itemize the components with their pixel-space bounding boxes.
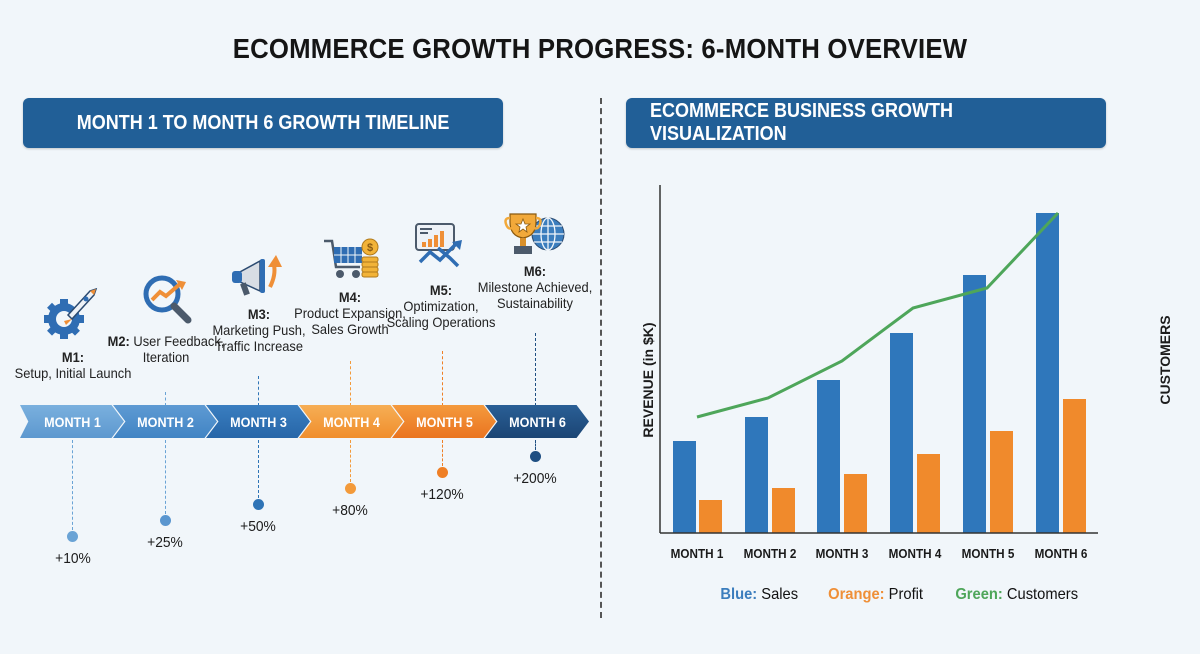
connector-lower-m3	[258, 440, 259, 498]
chevron-month-1: MONTH 1	[20, 405, 124, 438]
bar-sales-month-2	[745, 417, 768, 533]
bar-profit-month-1	[699, 500, 722, 533]
x-tick-month-3: MONTH 3	[815, 546, 869, 561]
bar-profit-month-4	[917, 454, 940, 533]
legend-profit: Orange: Profit	[828, 586, 923, 603]
milestone-label-m3: M3: Marketing Push, Traffic Increase	[212, 306, 306, 354]
growth-value-m2: +25%	[147, 534, 183, 551]
trophy-globe-icon	[504, 213, 565, 254]
growth-value-m1: +10%	[55, 550, 91, 567]
chevron-month-5: MONTH 5	[392, 405, 496, 438]
connector-lower-m4	[350, 440, 351, 482]
connector-upper-m2	[165, 392, 166, 406]
bar-profit-month-2	[772, 488, 795, 533]
x-tick-month-1: MONTH 1	[670, 546, 724, 561]
megaphone-arrow-icon	[232, 255, 282, 296]
cart-coins-icon: $	[324, 238, 379, 278]
milestone-label-m1: M1: Setup, Initial Launch	[14, 349, 132, 381]
growth-dot-m5	[437, 467, 448, 478]
growth-value-m6: +200%	[513, 470, 557, 487]
bar-sales-month-3	[817, 380, 840, 533]
connector-lower-m6	[535, 440, 536, 450]
timeline-header: MONTH 1 TO MONTH 6 GROWTH TIMELINE	[23, 98, 503, 148]
bar-sales-month-5	[963, 275, 986, 533]
panel-divider	[600, 98, 602, 618]
growth-dot-m1	[67, 531, 78, 542]
chart-header: ECOMMERCE BUSINESS GROWTH VISUALIZATION	[626, 98, 1106, 148]
bar-sales-month-1	[673, 441, 696, 533]
line-customers	[696, 211, 1060, 419]
connector-lower-m2	[165, 440, 166, 514]
bar-profit-month-5	[990, 431, 1013, 533]
x-tick-month-4: MONTH 4	[888, 546, 942, 561]
bar-profit-month-3	[844, 474, 867, 533]
connector-upper-m4	[350, 361, 351, 406]
milestone-label-m5: M5: Optimization, Scaling Operations	[386, 282, 496, 330]
bar-sales-month-6	[1036, 213, 1059, 533]
gear-rocket-icon	[44, 287, 98, 339]
chevron-month-2: MONTH 2	[113, 405, 217, 438]
connector-upper-m3	[258, 376, 259, 406]
growth-value-m3: +50%	[240, 518, 276, 535]
bar-sales-month-4	[890, 333, 913, 533]
chevron-month-4: MONTH 4	[299, 405, 403, 438]
chart-bars-sales	[673, 213, 1059, 533]
milestone-label-m2: M2: User Feedback, Iteration	[107, 333, 225, 365]
legend-sales: Blue: Sales	[720, 586, 799, 603]
page-title: ECOMMERCE GROWTH PROGRESS: 6-MONTH OVERV…	[232, 33, 968, 64]
chart-legend: Blue: Sales Orange: Profit Green: Custom…	[600, 586, 1200, 604]
growth-dot-m6	[530, 451, 541, 462]
timeline-chevrons: MONTH 1 MONTH 2 MONTH 3 MONTH 4 MONTH 5 …	[20, 405, 590, 438]
growth-dot-m3	[253, 499, 264, 510]
y2-axis-label: CUSTOMERS	[1157, 315, 1173, 405]
growth-dot-m2	[160, 515, 171, 526]
magnifier-chart-icon	[143, 275, 192, 324]
bar-profit-month-6	[1063, 399, 1086, 533]
chart-bars-profit	[699, 399, 1086, 533]
x-tick-month-2: MONTH 2	[743, 546, 797, 561]
connector-upper-m5	[442, 351, 443, 406]
x-tick-month-6: MONTH 6	[1034, 546, 1088, 561]
legend-customers: Green: Customers	[954, 586, 1078, 603]
connector-upper-m6	[535, 333, 536, 406]
connector-lower-m5	[442, 440, 443, 466]
growth-dot-m4	[345, 483, 356, 494]
chevron-month-6: MONTH 6	[485, 405, 589, 438]
y-axis-label: REVENUE (in $K)	[640, 322, 656, 438]
growth-value-m5: +120%	[420, 486, 464, 503]
connector-lower-m1	[72, 440, 73, 530]
dashboard-arrows-icon	[415, 223, 462, 268]
x-tick-month-5: MONTH 5	[961, 546, 1015, 561]
chevron-month-3: MONTH 3	[206, 405, 310, 438]
milestone-label-m4: M4: Product Expansion, Sales Growth	[294, 289, 406, 337]
svg-text:$: $	[367, 242, 373, 254]
growth-value-m4: +80%	[332, 502, 368, 519]
milestone-label-m6: M6: Milestone Achieved, Sustainability	[477, 263, 593, 311]
